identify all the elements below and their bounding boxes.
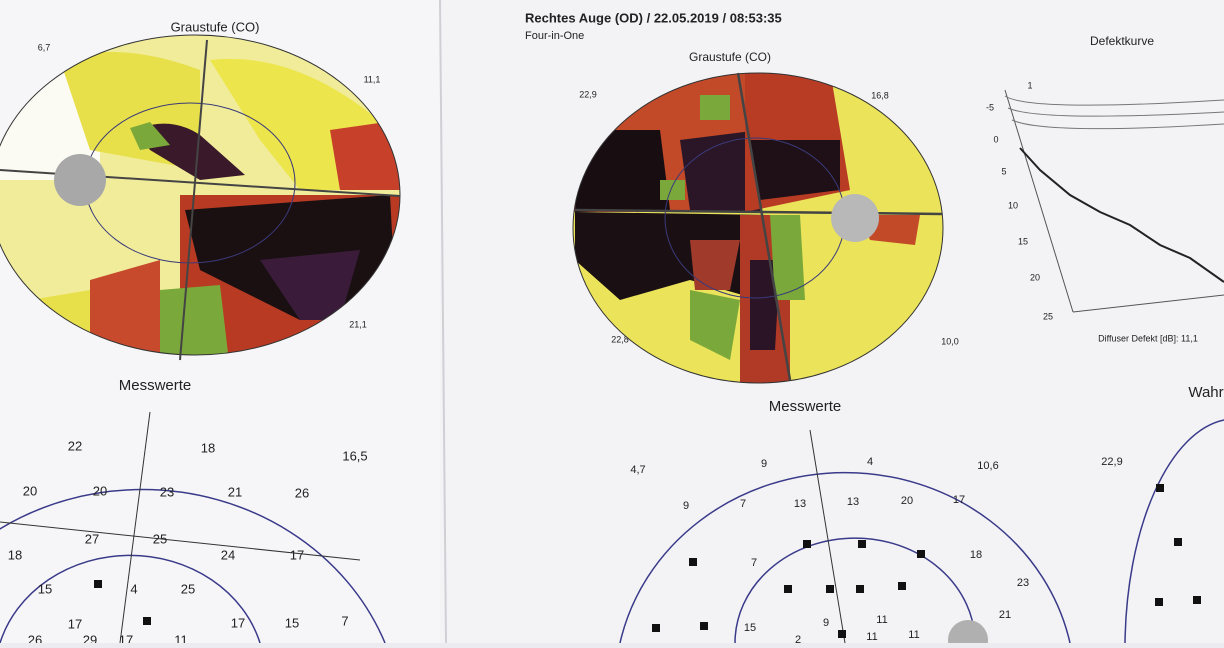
blind-spot bbox=[831, 194, 879, 242]
corner-value: 16,8 bbox=[871, 90, 889, 100]
values-outer-ring bbox=[0, 488, 386, 644]
norm-curve bbox=[1007, 107, 1224, 117]
measured-value: 22 bbox=[68, 438, 82, 453]
corner-value: 11,1 bbox=[364, 74, 381, 84]
measured-value: 15 bbox=[38, 581, 52, 596]
measured-value: 7 bbox=[740, 498, 746, 510]
panel-title: Wahr bbox=[1188, 384, 1223, 401]
corner-value: 6,7 bbox=[38, 42, 51, 52]
square-markers bbox=[1155, 484, 1201, 606]
measured-value: 4,7 bbox=[630, 464, 645, 476]
measured-value: 11 bbox=[866, 631, 877, 643]
middle-map-h-axis bbox=[574, 208, 943, 216]
corner-value: 22,8 bbox=[611, 334, 629, 344]
diffuse-defect: Diffuser Defekt [dB]: 11,1 bbox=[1098, 333, 1198, 343]
corner-value: 21,1 bbox=[349, 319, 367, 329]
values-title: Messwerte bbox=[769, 398, 842, 415]
corner-value: 22,9 bbox=[579, 89, 597, 99]
measured-value: 24 bbox=[221, 547, 235, 562]
measured-value: 18 bbox=[8, 547, 22, 562]
measured-value: 7 bbox=[751, 557, 757, 569]
measured-value: 15 bbox=[285, 615, 299, 630]
measured-value: 11 bbox=[174, 632, 188, 643]
curve-title: Defektkurve bbox=[1090, 34, 1154, 48]
measured-value: 26 bbox=[295, 485, 309, 500]
measured-value: 23 bbox=[1017, 577, 1029, 589]
measured-value: 29 bbox=[83, 632, 97, 643]
curve-tick: 1 bbox=[1027, 80, 1032, 90]
measured-value: 2 bbox=[795, 634, 801, 643]
norm-curve bbox=[1004, 95, 1224, 106]
measured-value: 18 bbox=[970, 549, 982, 561]
left-map-v-axis bbox=[179, 39, 208, 361]
middle-map bbox=[573, 73, 943, 383]
header: Rechtes Auge (OD) / 22.05.2019 / 08:53:3… bbox=[525, 10, 782, 25]
measured-value: 17 bbox=[119, 632, 133, 643]
middle-map-v-axis bbox=[736, 72, 792, 381]
middle-map-border bbox=[572, 72, 944, 384]
measured-value: 17 bbox=[953, 494, 965, 506]
measured-value: 15 bbox=[744, 622, 756, 634]
curve-tick: -5 bbox=[986, 102, 994, 112]
measured-value: 17 bbox=[68, 616, 82, 631]
defect-curve bbox=[1019, 147, 1224, 283]
values-v-axis bbox=[809, 429, 846, 644]
measured-value: 13 bbox=[794, 498, 806, 510]
measured-value: 27 bbox=[85, 531, 99, 546]
curve-tick: 5 bbox=[1001, 166, 1006, 176]
measured-value: 23 bbox=[160, 484, 174, 499]
curve-tick: 0 bbox=[993, 134, 998, 144]
values-h-axis bbox=[0, 521, 361, 561]
left-map-title: Graustufe (CO) bbox=[171, 19, 260, 34]
measured-value: 4 bbox=[867, 456, 873, 468]
sheet-edge bbox=[439, 0, 447, 644]
measured-value: 20 bbox=[93, 483, 107, 498]
measured-value: 25 bbox=[181, 581, 195, 596]
measured-value: 18 bbox=[201, 440, 215, 455]
values-v-axis bbox=[119, 411, 151, 644]
curve-tick: 10 bbox=[1008, 200, 1018, 210]
corner-value: 10,0 bbox=[941, 336, 959, 346]
measured-value: 7 bbox=[341, 613, 348, 628]
curve-axis bbox=[1072, 294, 1224, 313]
curve-tick: 25 bbox=[1043, 311, 1053, 321]
measured-value: 21 bbox=[999, 609, 1011, 621]
measured-value: 9 bbox=[823, 617, 829, 629]
values-outer-ring bbox=[1124, 419, 1224, 644]
middle-values: 4,7 9 4 10,6 9 7 13 13 20 17 7 18 23 15 9 11 21 2 11 11 bbox=[630, 456, 1029, 646]
blind-spot bbox=[54, 154, 106, 206]
values-inner-ring bbox=[0, 554, 261, 644]
square-marker bbox=[94, 580, 102, 588]
measured-value: 20 bbox=[23, 483, 37, 498]
measured-value: 4 bbox=[130, 581, 137, 596]
measured-value: 25 bbox=[153, 531, 167, 546]
measured-value: 17 bbox=[290, 547, 304, 562]
measured-value: 13 bbox=[847, 496, 859, 508]
curve-axis bbox=[1004, 89, 1074, 313]
corner-value: 22,9 bbox=[1101, 456, 1122, 468]
curve-tick: 15 bbox=[1018, 236, 1028, 246]
values-outer-ring bbox=[619, 471, 1071, 644]
measured-value: 9 bbox=[683, 500, 689, 512]
values-title: Messwerte bbox=[119, 377, 192, 394]
values-inner-ring bbox=[734, 537, 976, 644]
measured-value: 11 bbox=[876, 614, 887, 626]
measured-value: 26 bbox=[28, 632, 42, 643]
subheader: Four-in-One bbox=[525, 30, 584, 42]
measured-value: 17 bbox=[231, 615, 245, 630]
square-markers bbox=[652, 540, 925, 638]
measured-value: 16,5 bbox=[342, 448, 367, 463]
measured-value: 11 bbox=[908, 629, 919, 641]
blind-spot bbox=[948, 620, 988, 648]
middle-map-title: Graustufe (CO) bbox=[689, 50, 771, 64]
measured-value: 21 bbox=[228, 484, 242, 499]
norm-curve bbox=[1011, 119, 1224, 130]
measured-value: 9 bbox=[761, 458, 767, 470]
measured-value: 10,6 bbox=[977, 460, 998, 472]
curve-tick: 20 bbox=[1030, 272, 1040, 282]
measured-value: 20 bbox=[901, 495, 913, 507]
square-marker bbox=[143, 617, 151, 625]
